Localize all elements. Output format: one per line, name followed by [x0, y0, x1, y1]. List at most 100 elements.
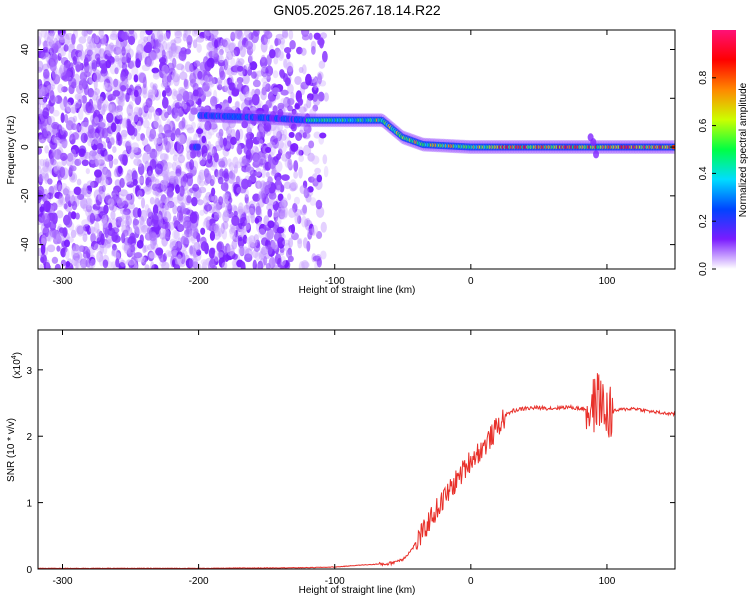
noise-blob	[192, 247, 198, 259]
spectrogram-xtick-label: -200	[189, 276, 209, 287]
noise-blob	[70, 144, 80, 155]
noise-blob	[167, 200, 175, 209]
noise-blob	[105, 235, 113, 244]
noise-blob	[83, 61, 90, 74]
noise-blob	[167, 250, 176, 258]
noise-blob	[241, 120, 249, 129]
noise-blob	[201, 135, 207, 144]
noise-blob	[111, 247, 119, 257]
noise-blob	[230, 169, 236, 181]
noise-blob	[185, 258, 194, 269]
noise-blob	[234, 80, 242, 89]
noise-blob	[160, 143, 168, 151]
noise-blob	[91, 118, 97, 125]
noise-blob	[280, 89, 289, 96]
noise-blob	[102, 99, 109, 108]
noise-blob	[218, 249, 225, 260]
noise-blob	[217, 59, 226, 67]
noise-blob	[70, 211, 76, 219]
noise-blob	[296, 237, 303, 245]
noise-blob	[122, 211, 129, 220]
snr-xtick-label: 0	[468, 576, 474, 587]
noise-blob	[126, 140, 132, 147]
noise-blob	[64, 193, 71, 204]
noise-blob	[268, 49, 276, 59]
noise-blob	[101, 219, 109, 228]
noise-blob	[245, 237, 253, 245]
noise-blob	[212, 205, 220, 216]
noise-blob	[270, 169, 278, 177]
noise-blob	[86, 185, 93, 195]
noise-blob	[224, 65, 233, 76]
noise-blob	[311, 45, 316, 55]
noise-blob	[184, 194, 192, 206]
noise-blob	[218, 160, 226, 168]
noise-blob	[245, 34, 253, 41]
noise-blob	[274, 172, 282, 182]
noise-blob	[49, 104, 55, 114]
noise-blob	[176, 141, 182, 153]
noise-blob	[49, 204, 54, 214]
colorbar-label: Normalized spectral amplitude	[738, 82, 749, 217]
noise-blob	[111, 232, 116, 242]
noise-blob	[177, 134, 187, 146]
noise-blob	[315, 199, 323, 210]
noise-blob	[173, 90, 179, 97]
noise-blob	[78, 125, 84, 135]
noise-blob	[174, 102, 182, 109]
noise-blob	[74, 224, 83, 236]
noise-blob	[168, 46, 174, 58]
noise-blob	[264, 161, 272, 171]
noise-blob	[40, 30, 48, 38]
noise-blob	[208, 218, 216, 227]
noise-blob	[116, 122, 122, 132]
noise-blob	[121, 46, 126, 57]
spectrogram-ytick-label: -40	[20, 237, 31, 252]
noise-blob	[287, 158, 292, 165]
noise-blob	[188, 111, 195, 122]
noise-blob	[148, 133, 153, 142]
noise-blob	[317, 73, 322, 85]
noise-blob	[214, 103, 223, 111]
noise-blob	[165, 30, 171, 39]
noise-blob	[86, 202, 93, 210]
noise-blob	[76, 178, 82, 186]
noise-blob	[237, 229, 245, 237]
noise-blob	[179, 71, 188, 81]
noise-blob	[234, 100, 241, 110]
noise-blob	[160, 180, 167, 192]
noise-blob	[117, 215, 125, 227]
noise-blob	[282, 100, 288, 113]
noise-blob	[189, 224, 198, 237]
noise-blob	[292, 202, 298, 213]
noise-blob	[279, 199, 287, 211]
noise-blob	[204, 120, 212, 131]
noise-blob	[119, 259, 127, 267]
noise-blob	[175, 240, 183, 252]
noise-blob	[78, 145, 87, 156]
noise-blob	[297, 238, 303, 249]
noise-blob	[49, 90, 55, 101]
noise-blob	[96, 73, 106, 83]
noise-blob	[165, 175, 170, 187]
noise-blob	[279, 69, 285, 78]
noise-blob	[137, 159, 143, 168]
noise-blob	[266, 203, 274, 212]
noise-blob	[87, 35, 92, 45]
noise-blob	[220, 222, 225, 235]
noise-blob	[273, 56, 279, 65]
noise-blob	[84, 190, 92, 198]
noise-blob	[128, 259, 135, 269]
noise-blob	[268, 191, 277, 201]
noise-blob	[46, 230, 51, 242]
noise-blob	[81, 95, 88, 104]
noise-blob	[313, 78, 318, 91]
noise-blob	[158, 216, 164, 227]
noise-blob	[47, 32, 54, 42]
noise-blob	[64, 248, 70, 260]
noise-blob	[75, 84, 84, 95]
noise-blob	[128, 258, 135, 266]
noise-blob	[65, 120, 74, 131]
noise-blob	[251, 93, 260, 106]
